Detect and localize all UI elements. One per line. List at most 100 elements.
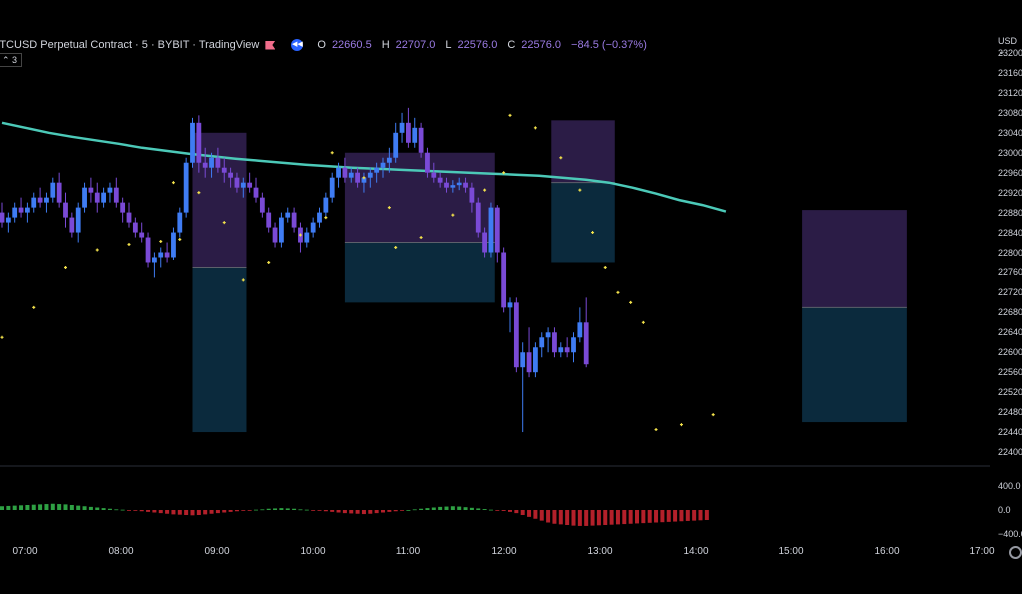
sar-dot <box>679 423 683 427</box>
oscillator-bar <box>571 510 576 526</box>
oscillator-bar <box>311 510 316 511</box>
sar-dot <box>591 231 595 235</box>
oscillator-bar <box>539 510 544 521</box>
oscillator-bar <box>381 510 385 513</box>
indicators-toggle[interactable]: ⌃ 3 <box>0 53 23 67</box>
candle-body <box>234 177 240 188</box>
flag-icon[interactable] <box>265 40 276 50</box>
position-profit-zone <box>344 242 495 303</box>
oscillator-bar <box>304 509 309 511</box>
oscillator-bar <box>520 510 525 515</box>
candle-body <box>253 187 259 198</box>
symbol-title[interactable]: BTCUSD Perpetual Contract · 5 · BYBIT · … <box>0 39 260 51</box>
oscillator-bar <box>622 510 627 525</box>
oscillator-bar <box>654 510 659 523</box>
time-axis-label: 09:00 <box>204 546 230 557</box>
candle-body <box>425 152 430 173</box>
oscillator-bar <box>692 510 697 521</box>
oscillator-bar <box>31 504 36 510</box>
sar-dot <box>64 265 67 269</box>
oscillator-bar <box>609 510 614 525</box>
candle-body <box>88 187 94 193</box>
time-axis-label: 12:00 <box>491 546 517 557</box>
candle-body <box>44 197 49 203</box>
oscillator-bar <box>266 508 271 510</box>
low-value: 22576.0 <box>457 39 498 51</box>
candle-body <box>386 157 392 163</box>
oscillator-bar <box>590 510 595 526</box>
candle-body <box>355 172 360 183</box>
oscillator-bar <box>107 508 112 510</box>
oscillator-bar <box>95 507 100 510</box>
candle-body <box>418 127 424 153</box>
price-axis-label: 22800 <box>998 247 1022 258</box>
oscillator-bar <box>615 510 620 525</box>
oscillator-bar <box>577 510 582 526</box>
sar-dot <box>298 233 302 237</box>
oscillator-bar <box>171 510 176 515</box>
oscillator-bar <box>425 508 430 510</box>
oscillator-bar <box>139 510 144 512</box>
oscillator-bar <box>12 505 17 510</box>
oscillator-bar <box>469 507 474 510</box>
oscillator-bar <box>374 510 379 514</box>
candle-body <box>5 217 11 223</box>
price-axis-label: 23040 <box>998 127 1022 138</box>
price-axis-label: 22560 <box>998 367 1022 378</box>
settings-icon[interactable] <box>1009 546 1022 559</box>
sar-dot <box>394 246 398 250</box>
oscillator-bar <box>349 510 354 514</box>
rewind-icon[interactable]: ◀◀ <box>291 39 304 51</box>
price-axis-label: 22760 <box>998 267 1022 278</box>
price-axis-label: 23000 <box>998 147 1022 158</box>
candle-body <box>412 127 418 143</box>
oscillator-bar <box>63 504 68 510</box>
change-value: −84.5 (−0.37%) <box>571 39 647 51</box>
oscillator-bar <box>76 505 81 510</box>
candle-body <box>132 222 138 233</box>
oscillator-bar <box>361 510 366 515</box>
oscillator-bar <box>127 510 131 511</box>
oscillator-bar <box>184 510 189 515</box>
currency-selector[interactable]: USD ⌄ <box>998 36 1018 56</box>
candle-body <box>329 177 335 198</box>
candle-body <box>291 212 297 228</box>
oscillator-bar <box>444 506 449 510</box>
oscillator-bar <box>260 509 265 511</box>
candle-body <box>145 237 151 263</box>
oscillator-bar <box>596 510 601 526</box>
low-label: L <box>445 39 452 51</box>
oscillator-bar <box>152 510 157 513</box>
sar-dot <box>711 413 715 417</box>
candle-body <box>126 212 132 223</box>
candle-body <box>215 157 221 168</box>
time-axis-label: 11:00 <box>395 546 421 557</box>
symbol-header: BTCUSD Perpetual Contract · 5 · BYBIT · … <box>0 37 651 53</box>
candle-body <box>107 187 113 193</box>
candle-body <box>247 182 253 188</box>
sar-dot <box>222 221 226 225</box>
high-value: 22707.0 <box>395 39 436 51</box>
oscillator-bar <box>165 510 170 514</box>
oscillator-bar <box>209 510 214 514</box>
candle-body <box>139 232 145 238</box>
oscillator-bar <box>19 505 24 510</box>
oscillator-bar <box>146 510 151 512</box>
oscillator-bar <box>0 506 4 510</box>
candle-body <box>393 132 399 158</box>
oscillator-bar <box>292 508 297 510</box>
oscillator-bar <box>546 510 551 523</box>
price-axis-label: 23160 <box>998 67 1022 78</box>
time-axis-label: 13:00 <box>587 546 613 557</box>
close-label: C <box>507 39 516 51</box>
candle-body <box>82 187 87 208</box>
oscillator-bar <box>44 504 49 510</box>
sar-dot <box>578 188 582 192</box>
candle-body <box>183 162 189 213</box>
candle-body <box>177 212 183 233</box>
sar-dot <box>508 113 512 117</box>
oscillator-bar <box>628 510 633 524</box>
candle-body <box>539 337 545 348</box>
candle-body <box>513 302 519 368</box>
